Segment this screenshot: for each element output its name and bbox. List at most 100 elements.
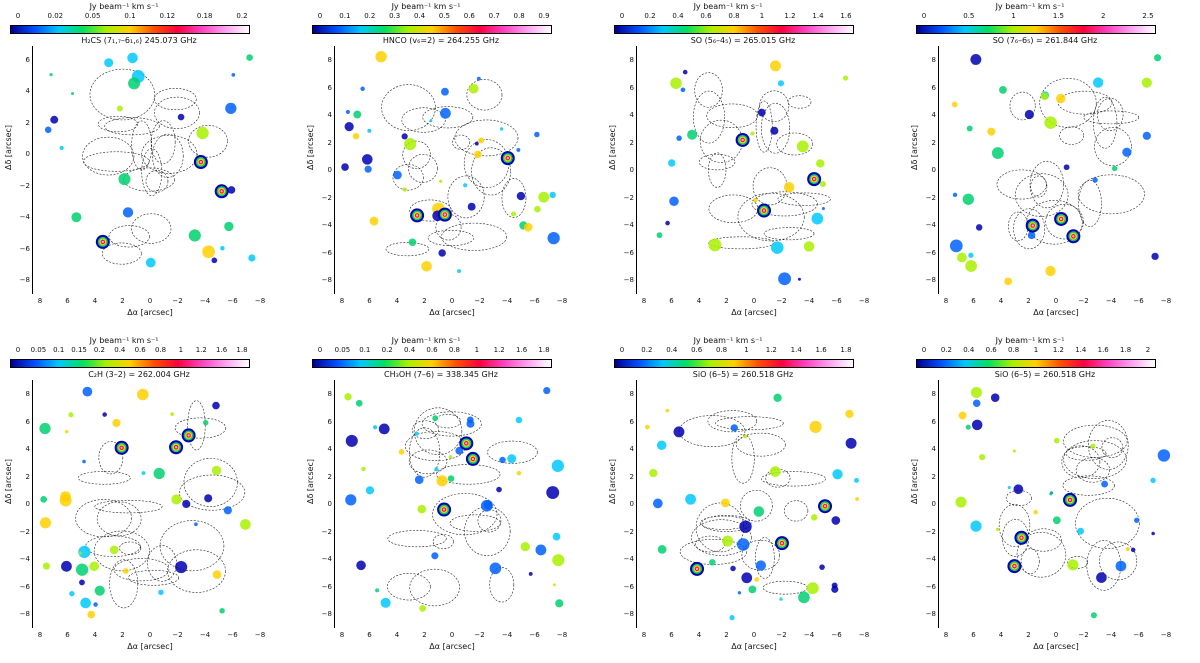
contour-line [1063, 424, 1128, 458]
colorbar-tick-label: 0.4 [404, 346, 416, 354]
emission-core [695, 567, 699, 571]
x-tick-label: 2 [1026, 297, 1031, 305]
colorbar-tick-label: 1.6 [840, 12, 852, 20]
colorbar-ticks: 0 0.5 1 1.5 2 2.5 [910, 12, 1154, 22]
emission-blob [417, 504, 427, 514]
colorbar-tick-label: 1.6 [815, 346, 827, 354]
emission-blob [80, 597, 91, 609]
emission-blob [463, 183, 468, 188]
emission-blob [71, 92, 75, 96]
emission-blob [551, 459, 564, 472]
contour-line [167, 549, 226, 593]
emission-blob [137, 388, 149, 401]
contour-line [740, 489, 773, 522]
y-axis-label: Δδ [arcsec] [306, 458, 315, 504]
emission-blob [441, 87, 449, 96]
emission-blob [116, 105, 123, 112]
colorbar-ticks: 0 0.2 0.4 0.6 0.8 1 1.2 1.4 1.6 1.8 [608, 346, 852, 356]
emission-blob [438, 249, 446, 257]
contour-line [83, 151, 150, 172]
emission-core [465, 442, 468, 445]
x-tick-label: −6 [1133, 297, 1144, 305]
emission-blob [476, 76, 481, 81]
emission-blob [665, 408, 670, 413]
contour-line [104, 117, 160, 136]
y-tick-label: −6 [19, 582, 30, 591]
emission-blob [64, 429, 69, 434]
colorbar-tick-label: 2 [1100, 12, 1106, 20]
colorbar [614, 359, 854, 368]
colorbar-tick-label: 0.02 [47, 12, 64, 20]
emission-blob [373, 425, 378, 430]
x-tick-label: 8 [641, 297, 647, 305]
x-tick-label: 2 [120, 631, 125, 639]
emission-core [1013, 564, 1016, 568]
emission-core [1031, 224, 1034, 227]
emission-blob [431, 552, 439, 560]
emission-blob [547, 231, 560, 245]
y-ticks: 8 6 4 2 0 −2 −4 −6 −8 [620, 380, 634, 628]
emission-blob [737, 591, 742, 595]
emission-blob [778, 272, 791, 286]
emission-blob [202, 419, 209, 426]
emission-blob [722, 535, 734, 547]
emission-blob [82, 386, 93, 397]
emission-blob [730, 565, 736, 572]
colorbar-tick-label: 1.4 [790, 346, 802, 354]
emission-blob [68, 412, 74, 418]
emission-core [220, 190, 223, 193]
line-label: HNCO (v₆=2) = 264.255 GHz [382, 36, 500, 45]
y-tick-label: −4 [321, 221, 332, 229]
colorbar-tick-label: 2.5 [1142, 12, 1154, 20]
emission-blob [345, 434, 358, 447]
emission-blob [552, 554, 565, 567]
emission-blob [999, 86, 1007, 94]
emission-blob [516, 191, 526, 201]
emission-blob [753, 198, 758, 203]
x-tick-label: −6 [529, 297, 540, 305]
emission-blob [1090, 612, 1097, 619]
x-tick-label: 6 [65, 297, 70, 305]
x-tick-label: −6 [529, 631, 540, 639]
emission-blob [440, 107, 451, 119]
emission-blob [439, 179, 443, 183]
contour-line [1061, 445, 1101, 479]
y-tick-label: 2 [931, 472, 936, 481]
emission-blob [966, 125, 973, 132]
contour-line [401, 107, 446, 133]
emission-blob [227, 186, 236, 194]
contour-line [1101, 437, 1124, 458]
contour-line [737, 192, 805, 242]
emission-blob [736, 538, 750, 551]
colorbar-tick-label: 1 [474, 346, 480, 354]
emission-core [762, 209, 766, 212]
contour-line [741, 539, 781, 571]
x-tick-label: −4 [199, 631, 211, 639]
panel-top-1: Jy beam⁻¹ km s⁻¹ 0 0.02 0.05 0.1 0.12 0.18 0.2… [4, 0, 284, 320]
colorbar-ticks: 0 0.1 0.2 0.3 0.4 0.5 0.6 0.7 0.8 0.9 [306, 12, 550, 22]
y-tick-label: −4 [19, 555, 30, 563]
emission-blob [355, 399, 363, 407]
colorbar-ticks: 0 0.2 0.4 0.6 0.8 1 1.2 1.4 1.6 [608, 12, 852, 22]
emission-map [636, 46, 873, 294]
emission-blob [1004, 277, 1012, 286]
emission-blob [432, 415, 439, 422]
emission-blob [515, 416, 523, 424]
emission-blob [549, 191, 556, 199]
emission-blob [538, 191, 550, 203]
emission-blob [474, 150, 482, 159]
emission-core [812, 177, 816, 181]
x-tick-label: 8 [339, 631, 345, 639]
emission-blob [676, 135, 682, 141]
x-tick-label: −8 [858, 297, 870, 305]
emission-map [938, 380, 1175, 628]
contour-line [154, 88, 197, 111]
contour-line [75, 499, 132, 538]
emission-blob [175, 560, 188, 574]
emission-map [32, 380, 269, 628]
emission-blob [845, 437, 857, 449]
x-tick-label: 6 [971, 297, 976, 305]
emission-core [101, 240, 105, 244]
x-tick-label: 2 [422, 297, 427, 305]
emission-blob [708, 238, 722, 252]
